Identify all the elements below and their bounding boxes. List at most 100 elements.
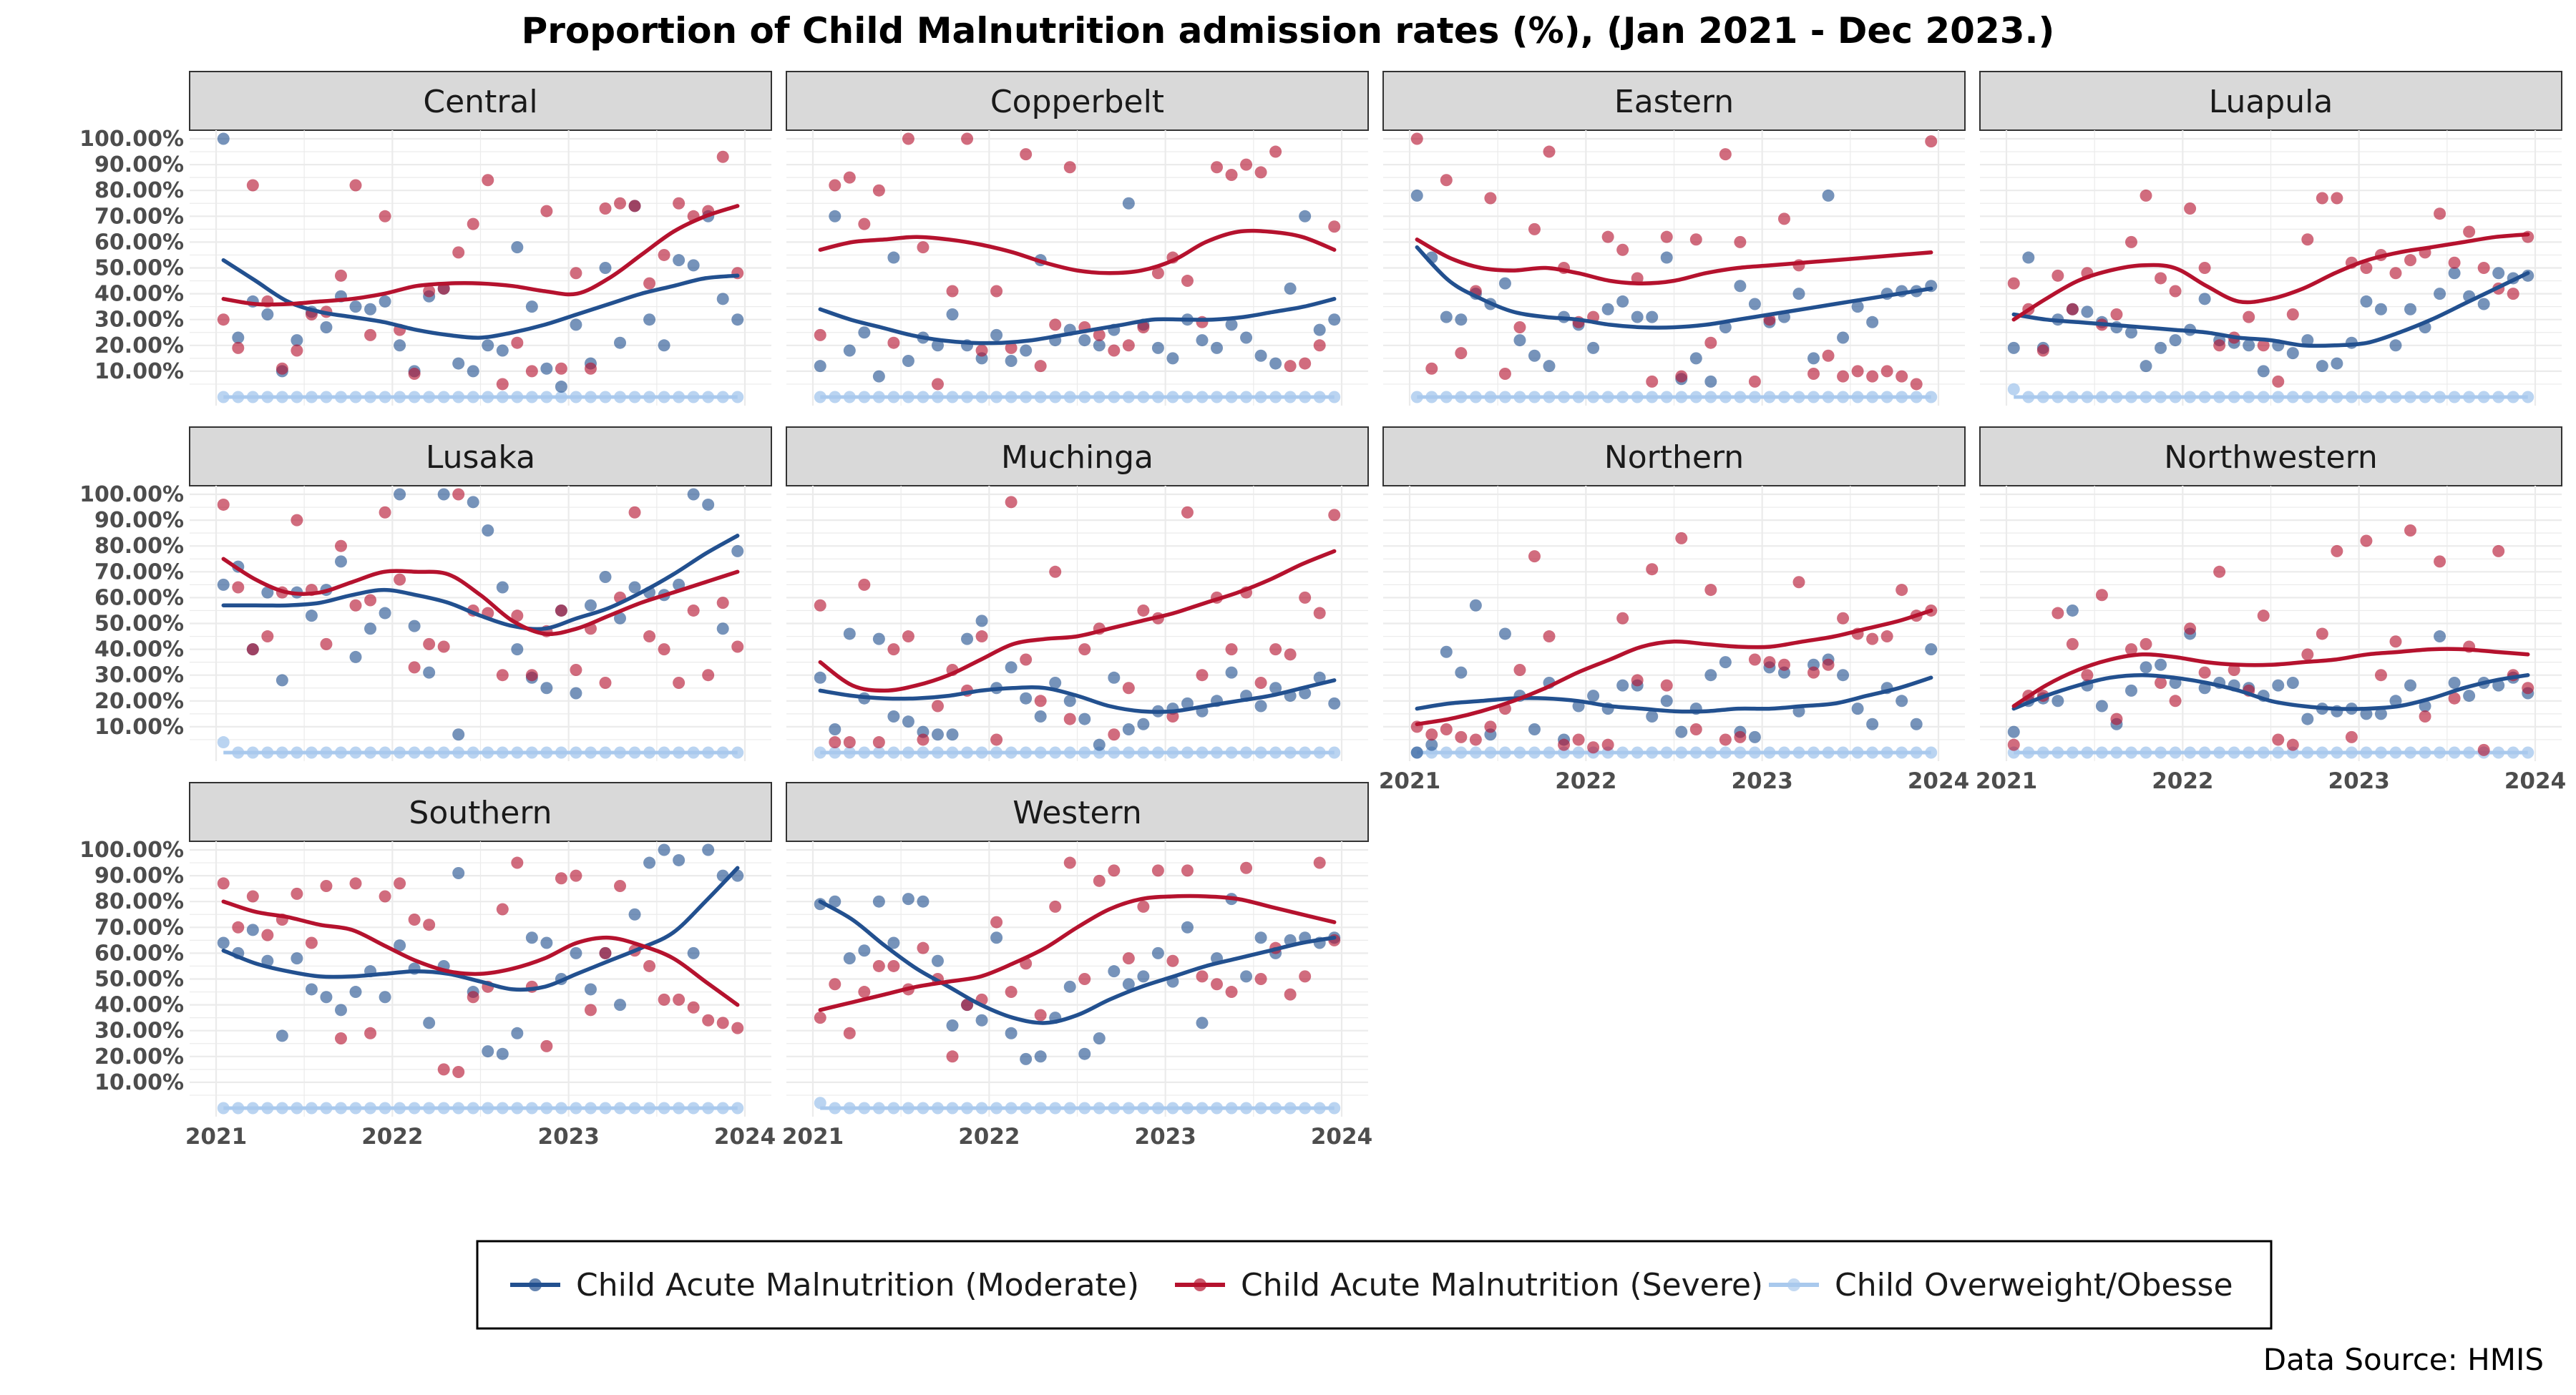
point-severe <box>2257 610 2270 622</box>
y-tick-label: 80.00% <box>94 178 184 203</box>
series-moderate-points <box>814 197 1341 383</box>
point-severe <box>643 959 656 972</box>
point-moderate <box>599 571 612 584</box>
point-severe <box>975 344 988 357</box>
point-severe <box>1225 643 1238 656</box>
point-moderate <box>1660 695 1673 708</box>
series-moderate-points <box>814 615 1341 751</box>
point-moderate <box>975 615 988 627</box>
point-moderate <box>1225 666 1238 679</box>
point-severe <box>555 362 567 375</box>
point-severe <box>379 210 391 222</box>
point-severe <box>2492 544 2505 557</box>
point-moderate <box>334 1004 347 1017</box>
point-severe <box>320 637 333 650</box>
point-severe <box>946 285 959 298</box>
point-moderate <box>702 843 715 856</box>
point-moderate <box>1440 645 1453 658</box>
point-moderate <box>1063 695 1076 708</box>
trend-severe <box>2011 647 2530 708</box>
series-moderate-points <box>217 843 744 1060</box>
point-severe <box>2272 375 2285 388</box>
point-moderate <box>1748 730 1761 743</box>
point-severe <box>2243 310 2255 323</box>
facet-title-lusaka: Lusaka <box>426 439 535 476</box>
point-moderate <box>2198 293 2211 305</box>
point-severe <box>1063 713 1076 725</box>
point-moderate <box>931 954 944 967</box>
grid-copperbelt <box>786 130 1368 406</box>
point-severe <box>1020 653 1033 666</box>
point-severe <box>2140 189 2152 202</box>
point-severe <box>570 869 582 882</box>
point-severe <box>1807 368 1820 381</box>
point-moderate <box>2124 684 2137 697</box>
point-severe <box>232 341 245 354</box>
point-moderate <box>379 607 391 620</box>
series-severe-points <box>1410 132 1938 391</box>
point-severe <box>2272 733 2285 746</box>
trend-moderate <box>818 899 1337 1025</box>
facet-title-western: Western <box>1013 795 1141 831</box>
facet-southern: Southern 10.00%20.00%30.00%40.00%50.00%60… <box>79 782 776 1150</box>
facet-strip-muchinga <box>786 426 1369 486</box>
point-severe <box>1020 148 1033 161</box>
x-tick-label: 2023 <box>538 1124 600 1150</box>
facet-title-northern: Northern <box>1604 439 1744 476</box>
point-severe <box>2184 202 2197 215</box>
point-severe <box>364 328 377 341</box>
point-severe <box>2331 544 2343 557</box>
point-severe <box>2360 262 2373 274</box>
facet-western: Western 2021 2022 2023 2024 <box>782 782 1372 1150</box>
point-severe <box>394 877 406 890</box>
point-severe <box>1093 328 1106 341</box>
point-severe <box>599 677 612 690</box>
point-severe <box>232 921 245 934</box>
point-severe <box>1675 532 1688 544</box>
point-moderate <box>452 728 465 741</box>
x-tick-label: 2022 <box>361 1124 423 1150</box>
point-severe <box>1122 682 1135 695</box>
point-severe <box>1689 723 1702 736</box>
point-severe <box>1719 733 1732 746</box>
point-severe <box>452 246 465 259</box>
point-severe <box>423 285 436 298</box>
point-severe <box>1034 695 1047 708</box>
point-severe <box>1078 973 1091 985</box>
point-severe <box>902 630 914 643</box>
facet-muchinga: Muchinga <box>786 426 1369 761</box>
point-moderate <box>511 1027 524 1039</box>
point-severe <box>2081 669 2094 682</box>
point-severe <box>452 1065 465 1078</box>
point-severe <box>716 150 729 163</box>
point-severe <box>990 733 1003 746</box>
point-severe <box>961 999 974 1012</box>
x-tick-label: 2021 <box>185 1124 247 1150</box>
point-severe <box>1689 233 1702 246</box>
point-moderate <box>2477 298 2490 310</box>
point-severe <box>2448 256 2461 269</box>
point-moderate <box>1166 352 1179 365</box>
point-moderate <box>1689 352 1702 365</box>
point-severe <box>1425 728 1438 741</box>
facet-strip-western <box>786 782 1369 842</box>
point-severe <box>843 736 856 749</box>
legend: Child Acute Malnutrition (Moderate) Child… <box>476 1240 2273 1330</box>
point-severe <box>2404 524 2417 537</box>
point-moderate <box>829 895 841 908</box>
point-severe <box>570 663 582 676</box>
point-moderate <box>305 983 318 996</box>
point-severe <box>2522 682 2534 695</box>
point-moderate <box>1020 692 1033 705</box>
point-severe <box>2213 565 2226 578</box>
point-moderate <box>1181 697 1194 710</box>
point-moderate <box>570 687 582 700</box>
point-severe <box>1410 132 1423 145</box>
point-severe <box>1822 658 1835 671</box>
point-moderate <box>1049 677 1062 690</box>
x-tick-label: 2021 <box>1976 768 2037 794</box>
point-moderate <box>2389 339 2402 352</box>
point-severe <box>1151 864 1164 877</box>
point-severe <box>2374 669 2387 682</box>
point-moderate <box>1005 354 1018 367</box>
